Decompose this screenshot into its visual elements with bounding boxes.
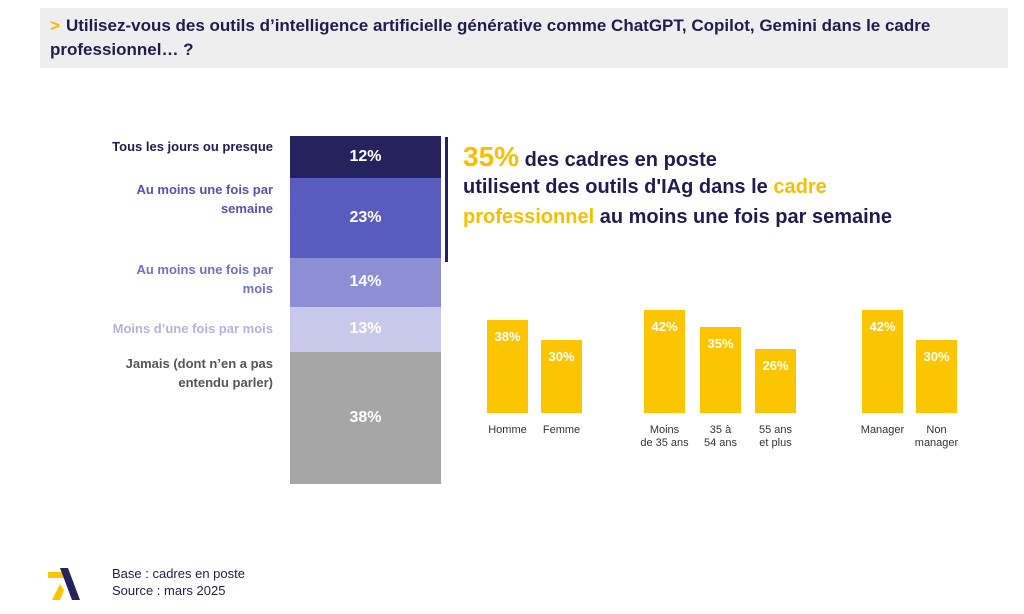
category-line: entendu parler) [178,374,273,390]
value-label: 42% [869,319,896,335]
category-line: Moins d’une fois par mois [112,321,273,337]
bar-segment [290,257,441,307]
value-label: 38% [494,328,521,344]
bar-segment [290,351,441,484]
category-label: Au moins une fois par mois [103,260,273,298]
category-line: Jamais (dont n’en a pas [125,355,273,371]
bar [755,349,796,413]
category-line: Au moins une fois par [136,181,273,197]
category-line: 55 ans [758,424,793,436]
bar [862,310,903,413]
category-line: de 35 ans [640,437,689,449]
category-line: Manager [860,424,905,436]
headline-text: 35% [463,141,520,172]
category-label: Au moins une fois par semaine [103,180,273,218]
title-text: Utilisez-vous des outils d’intelligence … [50,16,931,59]
value-label: 30% [548,348,575,364]
category-label: Jamais (dont n’en a pas entendu parler) [98,354,273,392]
category-line: Tous les jours ou presque [112,139,273,154]
headline-text: utilisent des outils d'IAg dans le [463,176,774,198]
title-prefix: > [50,16,60,35]
category-line: 35 à [709,424,732,436]
value-label: 38% [349,408,382,426]
category-label: Moins de 35 ans [625,424,705,450]
headline-text: cadre [773,176,827,198]
header-title: > Utilisez-vous des outils d’intelligence… [50,14,1000,62]
headline-line: professionnel au moins une fois par sema… [463,202,892,232]
category-label: 55 ans et plus [736,424,816,450]
bar [644,310,685,413]
bar [916,339,957,413]
divider [445,137,448,262]
category-line: Au moins une fois par [136,261,273,277]
headline-line: utilisent des outils d'IAg dans le cadre [463,172,827,202]
headline-text: professionnel [463,206,595,228]
category-line: et plus [759,437,792,449]
category-line: Homme [488,424,527,436]
footer-text: Base : cadres en poste [112,566,245,581]
value-label: 42% [651,319,678,335]
category-label: Moins d’une fois par mois [73,319,273,338]
category-line: mois [242,280,273,296]
value-label: 23% [349,208,382,226]
category-line: Moins [649,424,680,436]
bar-segment [290,177,441,258]
category-line: Femme [542,424,581,436]
bar-segment [290,306,441,352]
category-label: Tous les jours ou presque [73,137,273,156]
value-label: 35% [707,336,734,352]
bar [700,327,741,413]
bar [541,339,582,413]
headline-line: 35% des cadres en poste [463,142,717,175]
value-label: 30% [923,348,950,364]
category-label: Non manager [897,424,977,450]
value-label: 14% [349,273,382,291]
value-label: 13% [349,320,382,338]
category-label: Femme [522,424,602,437]
category-line: semaine [220,200,273,216]
headline-text: des cadres en poste [519,149,717,171]
category-label: Homme [468,424,548,437]
value-label: 26% [762,358,789,374]
category-line: manager [914,437,959,449]
headline-text: au moins une fois par semaine [594,206,893,228]
category-line: Non [926,424,947,436]
header-band [40,8,1008,68]
value-label: 12% [349,147,382,165]
category-line: 54 ans [703,437,738,449]
bar [487,319,528,413]
footer-text: Source : mars 2025 [112,583,226,598]
bar-segment [290,136,441,178]
logo [48,568,80,600]
category-label: 35 à 54 ans [681,424,761,450]
category-label: Manager [843,424,923,437]
